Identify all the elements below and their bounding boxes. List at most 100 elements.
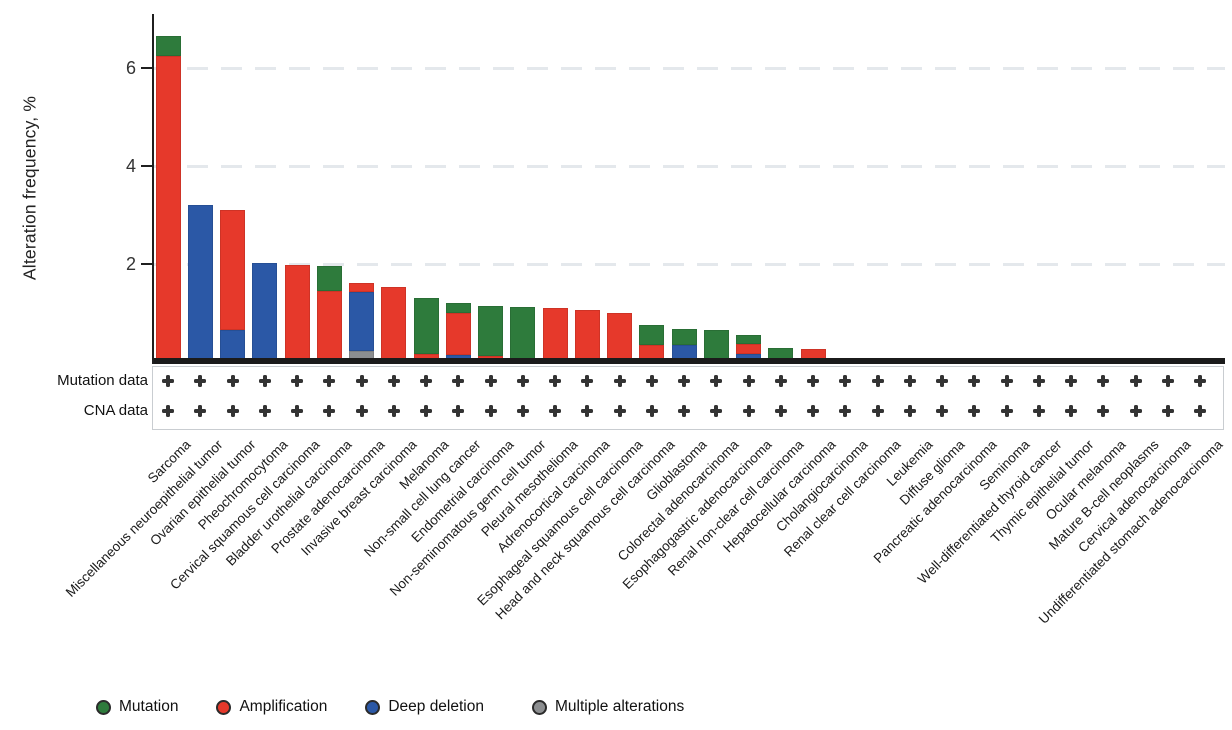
- plus-icon: [678, 375, 690, 387]
- bar-segment-amplification[interactable]: [542, 308, 568, 362]
- bar-segment-deep-deletion[interactable]: [220, 330, 245, 362]
- bar-segment-deep-deletion[interactable]: [187, 205, 213, 362]
- bar-segment-amplification[interactable]: [284, 265, 310, 362]
- bar-segment-amplification[interactable]: [316, 290, 342, 362]
- plus-icon: [807, 405, 819, 417]
- plus-icon: [807, 375, 819, 387]
- plus-icon: [1194, 375, 1206, 387]
- bar-segment-amplification[interactable]: [445, 313, 471, 355]
- plus-icon: [355, 405, 368, 417]
- y-tick-mark: [141, 67, 152, 69]
- plus-icon: [645, 375, 658, 387]
- legend-item-amplification: Amplification: [216, 698, 327, 716]
- chart-legend: Mutation Amplification Deep deletion Multip…: [96, 698, 684, 716]
- bar-segment-mutation[interactable]: [703, 329, 729, 362]
- bar-bladder-urothelial-carcinoma[interactable]: [316, 266, 342, 362]
- plus-icon: [162, 375, 174, 387]
- plus-icon: [613, 375, 626, 387]
- plus-icon: [355, 375, 368, 387]
- plus-icon: [774, 405, 787, 417]
- bar-adrenocortical-carcinoma[interactable]: [574, 310, 600, 362]
- plus-icon: [1161, 405, 1174, 417]
- bar-pleural-mesothelioma[interactable]: [542, 308, 568, 362]
- plus-icon: [484, 405, 497, 417]
- y-tick-mark: [141, 165, 152, 167]
- bar-sarcoma[interactable]: [155, 36, 181, 362]
- plus-icon: [516, 405, 529, 417]
- y-tick-mark: [141, 263, 152, 265]
- plus-icon: [291, 375, 303, 387]
- plus-icon: [1032, 405, 1045, 417]
- bar-segment-amplification[interactable]: [736, 344, 761, 355]
- bar-segment-amplification[interactable]: [349, 282, 374, 293]
- plus-icon: [710, 405, 723, 417]
- bar-segment-amplification[interactable]: [220, 210, 245, 331]
- row-label-mutation-data: Mutation data: [57, 372, 148, 389]
- bar-invasive-breast-carcinoma[interactable]: [381, 286, 407, 362]
- x-axis-line: [152, 358, 1225, 364]
- plus-icon: [1129, 405, 1142, 417]
- plus-icon: [387, 375, 400, 387]
- plus-icon: [258, 405, 271, 417]
- bar-segment-mutation[interactable]: [510, 307, 536, 362]
- bar-segment-mutation[interactable]: [445, 303, 471, 313]
- legend-dot-multiple-alterations-icon: [532, 699, 547, 715]
- bar-segment-amplification[interactable]: [155, 55, 181, 362]
- bar-segment-amplification[interactable]: [574, 310, 600, 362]
- y-tick-label: 2: [125, 254, 136, 274]
- bar-cervical-squamous-cell-carcinoma[interactable]: [284, 265, 310, 362]
- plus-icon: [1097, 405, 1110, 417]
- bar-segment-mutation[interactable]: [639, 324, 665, 345]
- bar-segment-mutation[interactable]: [413, 297, 439, 354]
- gridline-y6: [153, 67, 1225, 70]
- bar-melanoma[interactable]: [413, 297, 439, 362]
- y-axis-line: [152, 14, 154, 364]
- plus-icon: [839, 405, 852, 417]
- bar-segment-deep-deletion[interactable]: [349, 292, 374, 352]
- plus-icon: [420, 375, 432, 387]
- bar-head-and-neck-squamous-cell-carcinoma[interactable]: [639, 324, 665, 362]
- bar-prostate-adenocarcinoma[interactable]: [349, 282, 374, 362]
- bar-glioblastoma[interactable]: [671, 329, 697, 362]
- plus-icon: [903, 375, 916, 387]
- bar-segment-mutation[interactable]: [736, 335, 761, 345]
- plus-icon: [291, 405, 303, 417]
- bar-ovarian-epithelial-tumor[interactable]: [220, 210, 245, 362]
- plus-icon: [1065, 405, 1077, 417]
- bar-segment-amplification[interactable]: [607, 313, 632, 362]
- bar-colorectal-adenocarcinoma[interactable]: [703, 329, 729, 362]
- legend-item-multiple-alterations: Multiple alterations: [532, 698, 684, 716]
- row-label-cna-data: CNA data: [83, 402, 148, 419]
- bar-segment-mutation[interactable]: [671, 329, 697, 346]
- bar-miscellaneous-neuroepithelial-tumor[interactable]: [187, 205, 213, 362]
- bar-segment-amplification[interactable]: [413, 353, 439, 362]
- plus-icon: [258, 375, 271, 387]
- plus-icon: [968, 375, 981, 387]
- plus-icon: [968, 405, 981, 417]
- bar-pheochromocytoma[interactable]: [252, 263, 278, 362]
- bar-segment-mutation[interactable]: [155, 36, 181, 56]
- bar-segment-amplification[interactable]: [381, 286, 407, 359]
- legend-label: Deep deletion: [388, 698, 484, 715]
- legend-label: Multiple alterations: [555, 698, 685, 715]
- gridline-y4: [153, 165, 1225, 168]
- bar-non-seminomatous-germ-cell-tumor[interactable]: [510, 307, 536, 362]
- plus-icon: [194, 405, 207, 417]
- bar-segment-amplification[interactable]: [639, 344, 665, 362]
- bar-esophageal-squamous-cell-carcinoma[interactable]: [607, 313, 632, 362]
- bar-non-small-cell-lung-cancer[interactable]: [445, 303, 471, 362]
- bar-endometrial-carcinoma[interactable]: [478, 306, 503, 362]
- plus-icon: [549, 375, 561, 387]
- bar-segment-deep-deletion[interactable]: [252, 263, 278, 362]
- bar-segment-mutation[interactable]: [316, 266, 342, 291]
- plus-icon: [484, 375, 497, 387]
- plus-icon: [742, 405, 755, 417]
- bar-segment-multiple-alterations[interactable]: [349, 351, 374, 362]
- plus-icon: [581, 405, 594, 417]
- bar-segment-mutation[interactable]: [478, 306, 503, 356]
- plus-icon: [549, 405, 561, 417]
- legend-label: Amplification: [239, 698, 328, 715]
- legend-dot-amplification-icon: [216, 699, 232, 715]
- legend-dot-mutation-icon: [96, 699, 111, 715]
- bar-segment-deep-deletion[interactable]: [671, 345, 697, 362]
